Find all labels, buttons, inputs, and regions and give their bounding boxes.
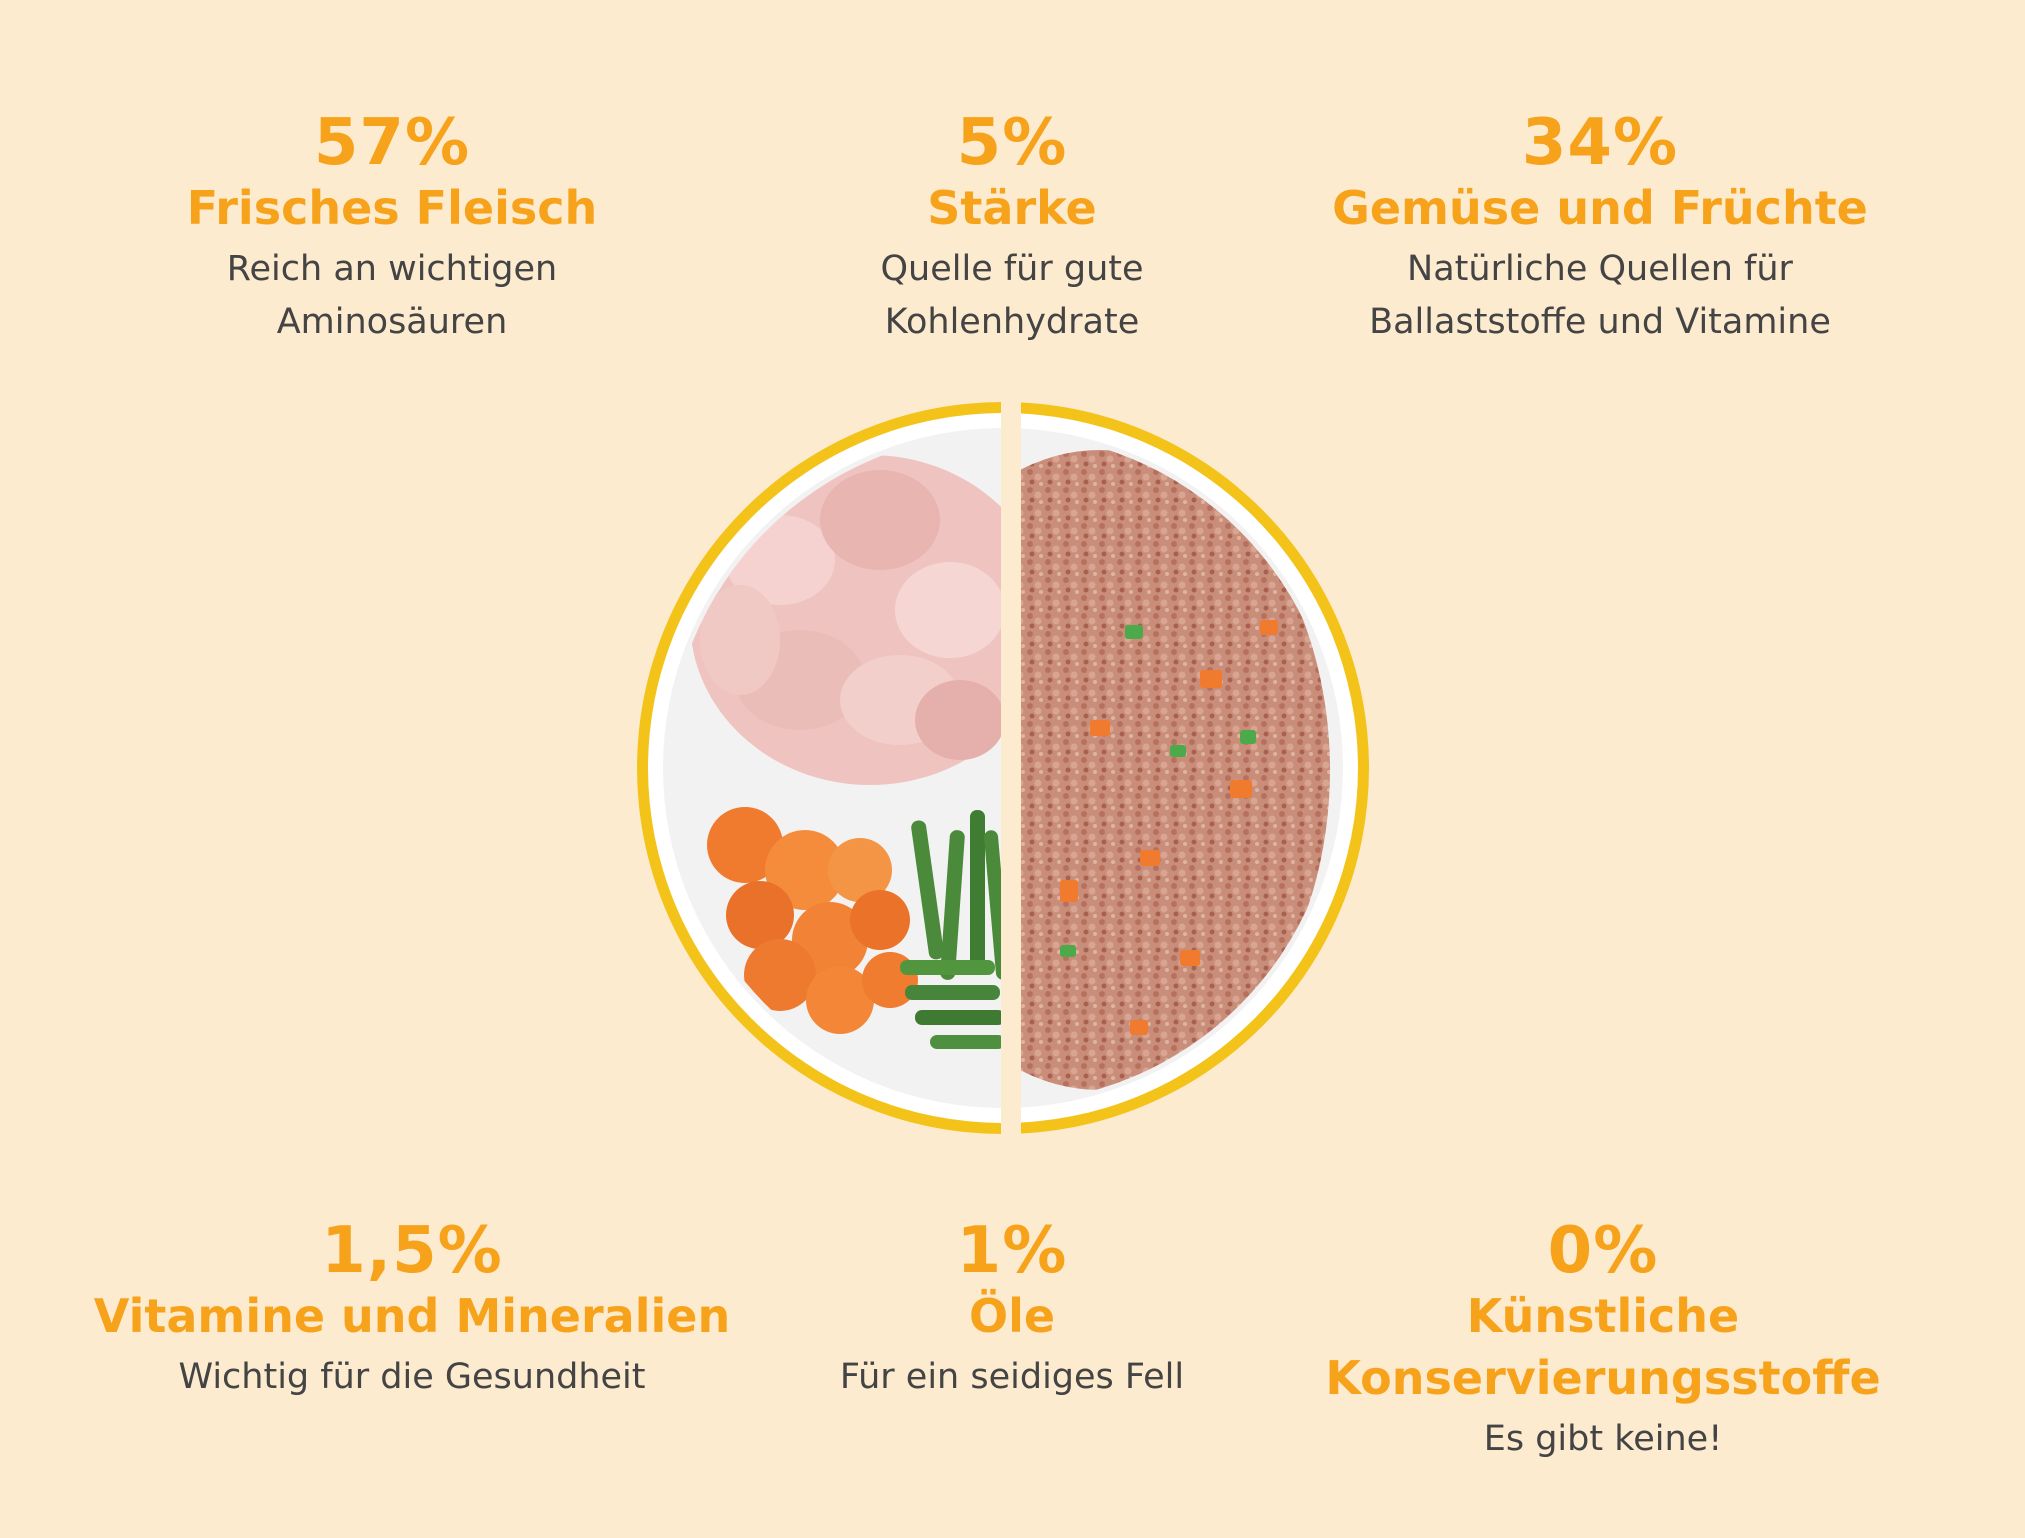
stat-percentage: 1% <box>956 1214 1068 1288</box>
stat-title: Frisches Fleisch <box>186 181 598 236</box>
stat-starch: 5% Stärke Quelle für gute Kohlenhydrate <box>880 106 1144 348</box>
stat-percentage: 1,5% <box>321 1214 503 1288</box>
stat-percentage: 5% <box>956 106 1068 180</box>
stat-title: Öle <box>968 1289 1056 1344</box>
stat-description: Reich an wichtigen Aminosäuren <box>226 249 558 342</box>
meal-green-bits <box>1060 625 1256 957</box>
stat-description: Natürliche Quellen für Ballaststoffe und… <box>1369 249 1831 342</box>
bowl-split-divider <box>1001 390 1021 1150</box>
stat-description: Es gibt keine! <box>1483 1419 1723 1460</box>
stat-percentage: 57% <box>313 106 471 180</box>
bowl-right-half <box>1021 402 1369 1134</box>
stat-percentage: 0% <box>1547 1214 1659 1288</box>
meal-carrot-bits <box>1060 620 1278 1035</box>
stat-description: Für ein seidiges Fell <box>839 1357 1185 1398</box>
stat-oils: 1% Öle Für ein seidiges Fell <box>839 1214 1185 1404</box>
chicken-pieces <box>690 455 1001 785</box>
stat-title: Künstliche Konservierungsstoffe <box>1325 1289 1881 1406</box>
stat-percentage: 34% <box>1521 106 1679 180</box>
stat-title: Gemüse und Früchte <box>1332 181 1868 236</box>
stat-description: Quelle für gute Kohlenhydrate <box>880 249 1144 342</box>
stat-title: Stärke <box>927 181 1097 236</box>
carrot-slices <box>707 807 918 1034</box>
stat-preservatives: 0% Künstliche Konservierungsstoffe Es gi… <box>1325 1214 1881 1466</box>
prepared-meal <box>1021 450 1330 1090</box>
stat-vegetables-fruits: 34% Gemüse und Früchte Natürliche Quelle… <box>1332 106 1868 348</box>
stat-description: Wichtig für die Gesundheit <box>178 1357 646 1398</box>
green-beans <box>900 810 1001 1049</box>
stat-title: Vitamine und Mineralien <box>93 1289 731 1344</box>
stat-vitamins-minerals: 1,5% Vitamine und Mineralien Wichtig für… <box>93 1214 731 1404</box>
bowl-left-half <box>637 402 1001 1134</box>
stat-fresh-meat: 57% Frisches Fleisch Reich an wichtigen … <box>186 106 598 348</box>
